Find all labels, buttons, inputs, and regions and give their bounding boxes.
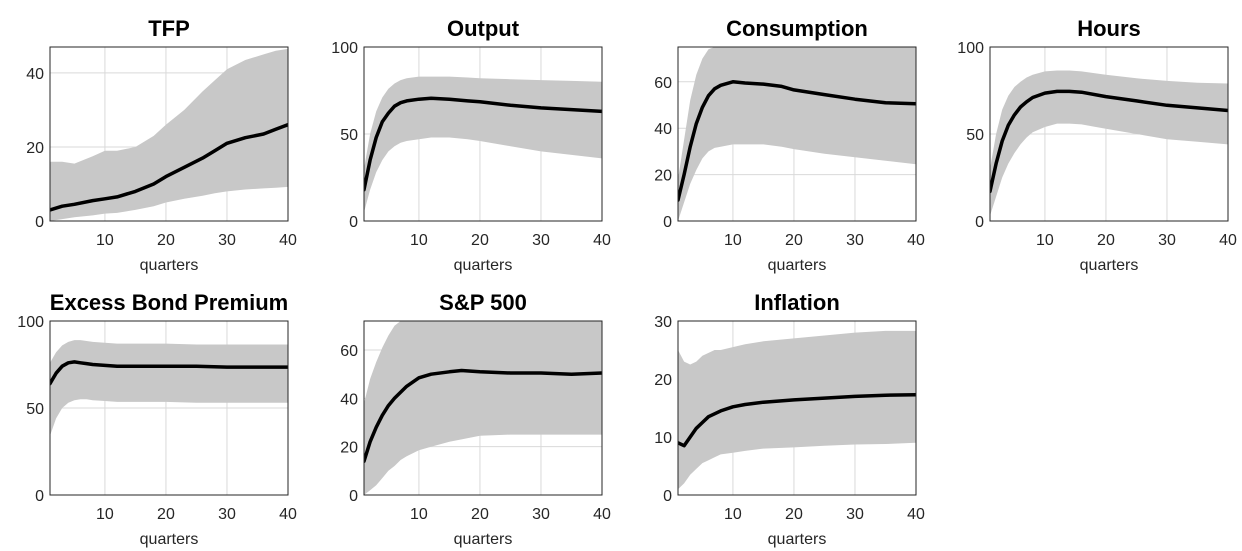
x-axis-label: quarters	[1080, 257, 1139, 274]
y-tick-label: 0	[975, 214, 984, 231]
panel-1: 10 20 30 40 0 20 40 quarters TFP	[26, 16, 297, 274]
x-axis-label: quarters	[768, 531, 827, 548]
y-tick-label: 100	[957, 40, 984, 57]
x-axis-label: quarters	[140, 257, 199, 274]
median-line	[364, 368, 602, 463]
y-tick-label: 100	[17, 314, 44, 331]
y-tick-label: 10	[654, 430, 672, 447]
y-tick-label: 100	[331, 40, 358, 57]
panel-title: S&P 500	[439, 290, 527, 315]
x-tick-label: 10	[96, 506, 114, 523]
x-tick-label: 10	[410, 232, 428, 249]
axes-box	[49, 46, 289, 222]
y-tick-label: 50	[340, 127, 358, 144]
x-tick-label: 20	[157, 232, 175, 249]
x-tick-label: 40	[1219, 232, 1237, 249]
x-tick-label: 20	[471, 232, 489, 249]
y-tick-label: 30	[654, 314, 672, 331]
y-tick-label: 0	[663, 214, 672, 231]
axes-box	[677, 46, 917, 222]
x-tick-label: 30	[532, 506, 550, 523]
x-tick-label: 10	[96, 232, 114, 249]
confidence-band	[364, 76, 602, 213]
x-tick-label: 40	[593, 232, 611, 249]
y-tick-label: 20	[26, 140, 44, 157]
x-tick-label: 40	[593, 506, 611, 523]
x-tick-label: 30	[846, 506, 864, 523]
x-tick-label: 40	[279, 232, 297, 249]
confidence-band	[50, 340, 288, 436]
median-line	[678, 392, 916, 448]
x-tick-label: 10	[724, 506, 742, 523]
median-line	[364, 96, 602, 192]
x-tick-label: 40	[907, 232, 925, 249]
x-tick-label: 30	[218, 506, 236, 523]
panel-title: Inflation	[754, 290, 840, 315]
x-tick-label: 20	[785, 506, 803, 523]
y-tick-label: 50	[966, 127, 984, 144]
confidence-band	[678, 47, 916, 221]
y-tick-label: 0	[663, 488, 672, 505]
x-tick-label: 40	[907, 506, 925, 523]
axes-box	[989, 46, 1229, 222]
y-tick-label: 60	[654, 75, 672, 92]
x-axis-label: quarters	[140, 531, 199, 548]
y-tick-label: 40	[26, 66, 44, 83]
axes-box	[49, 320, 289, 496]
confidence-band	[678, 330, 916, 490]
panel-5: 10 20 30 40 0 50 100 quarters Excess Bond Premiu…	[17, 290, 297, 548]
x-tick-label: 20	[471, 506, 489, 523]
y-tick-label: 20	[340, 440, 358, 457]
x-tick-label: 40	[279, 506, 297, 523]
y-tick-label: 0	[349, 214, 358, 231]
panel-3: 10 20 30 40 0 20 40 60 quarters Consumption	[654, 16, 925, 274]
x-axis-label: quarters	[768, 257, 827, 274]
x-tick-label: 20	[157, 506, 175, 523]
panel-6: 10 20 30 40 0 20 40 60 quarters S&P 500	[340, 290, 611, 548]
confidence-band	[990, 70, 1228, 216]
y-tick-label: 60	[340, 343, 358, 360]
x-tick-label: 30	[218, 232, 236, 249]
panel-title: Excess Bond Premium	[50, 290, 288, 315]
y-tick-label: 40	[340, 391, 358, 408]
median-line	[678, 80, 916, 202]
panel-title: Consumption	[726, 16, 868, 41]
y-tick-label: 40	[654, 121, 672, 138]
panel-title: Hours	[1077, 16, 1141, 41]
confidence-band	[364, 321, 602, 495]
panel-title: Output	[447, 16, 520, 41]
x-tick-label: 30	[1158, 232, 1176, 249]
axes-box	[677, 320, 917, 496]
confidence-band	[50, 48, 288, 221]
x-tick-label: 20	[1097, 232, 1115, 249]
axes-box	[363, 46, 603, 222]
y-tick-label: 20	[654, 372, 672, 389]
x-tick-label: 20	[785, 232, 803, 249]
axes-box	[363, 320, 603, 496]
panel-2: 10 20 30 40 0 50 100 quarters Output	[331, 16, 611, 274]
panel-title: TFP	[148, 16, 190, 41]
y-tick-label: 0	[35, 488, 44, 505]
x-axis-label: quarters	[454, 257, 513, 274]
y-tick-label: 0	[349, 488, 358, 505]
x-tick-label: 10	[1036, 232, 1054, 249]
x-tick-label: 10	[410, 506, 428, 523]
x-tick-label: 30	[532, 232, 550, 249]
median-line	[990, 89, 1228, 194]
x-tick-label: 10	[724, 232, 742, 249]
x-tick-label: 30	[846, 232, 864, 249]
y-tick-label: 20	[654, 168, 672, 185]
x-axis-label: quarters	[454, 531, 513, 548]
y-tick-label: 0	[35, 214, 44, 231]
median-line	[50, 360, 288, 386]
panel-4: 10 20 30 40 0 50 100 quarters Hours	[957, 16, 1237, 274]
y-tick-label: 50	[26, 401, 44, 418]
panel-7: 10 20 30 40 0 10 20 30 quarters Inflation	[654, 290, 925, 548]
median-line	[50, 122, 288, 212]
